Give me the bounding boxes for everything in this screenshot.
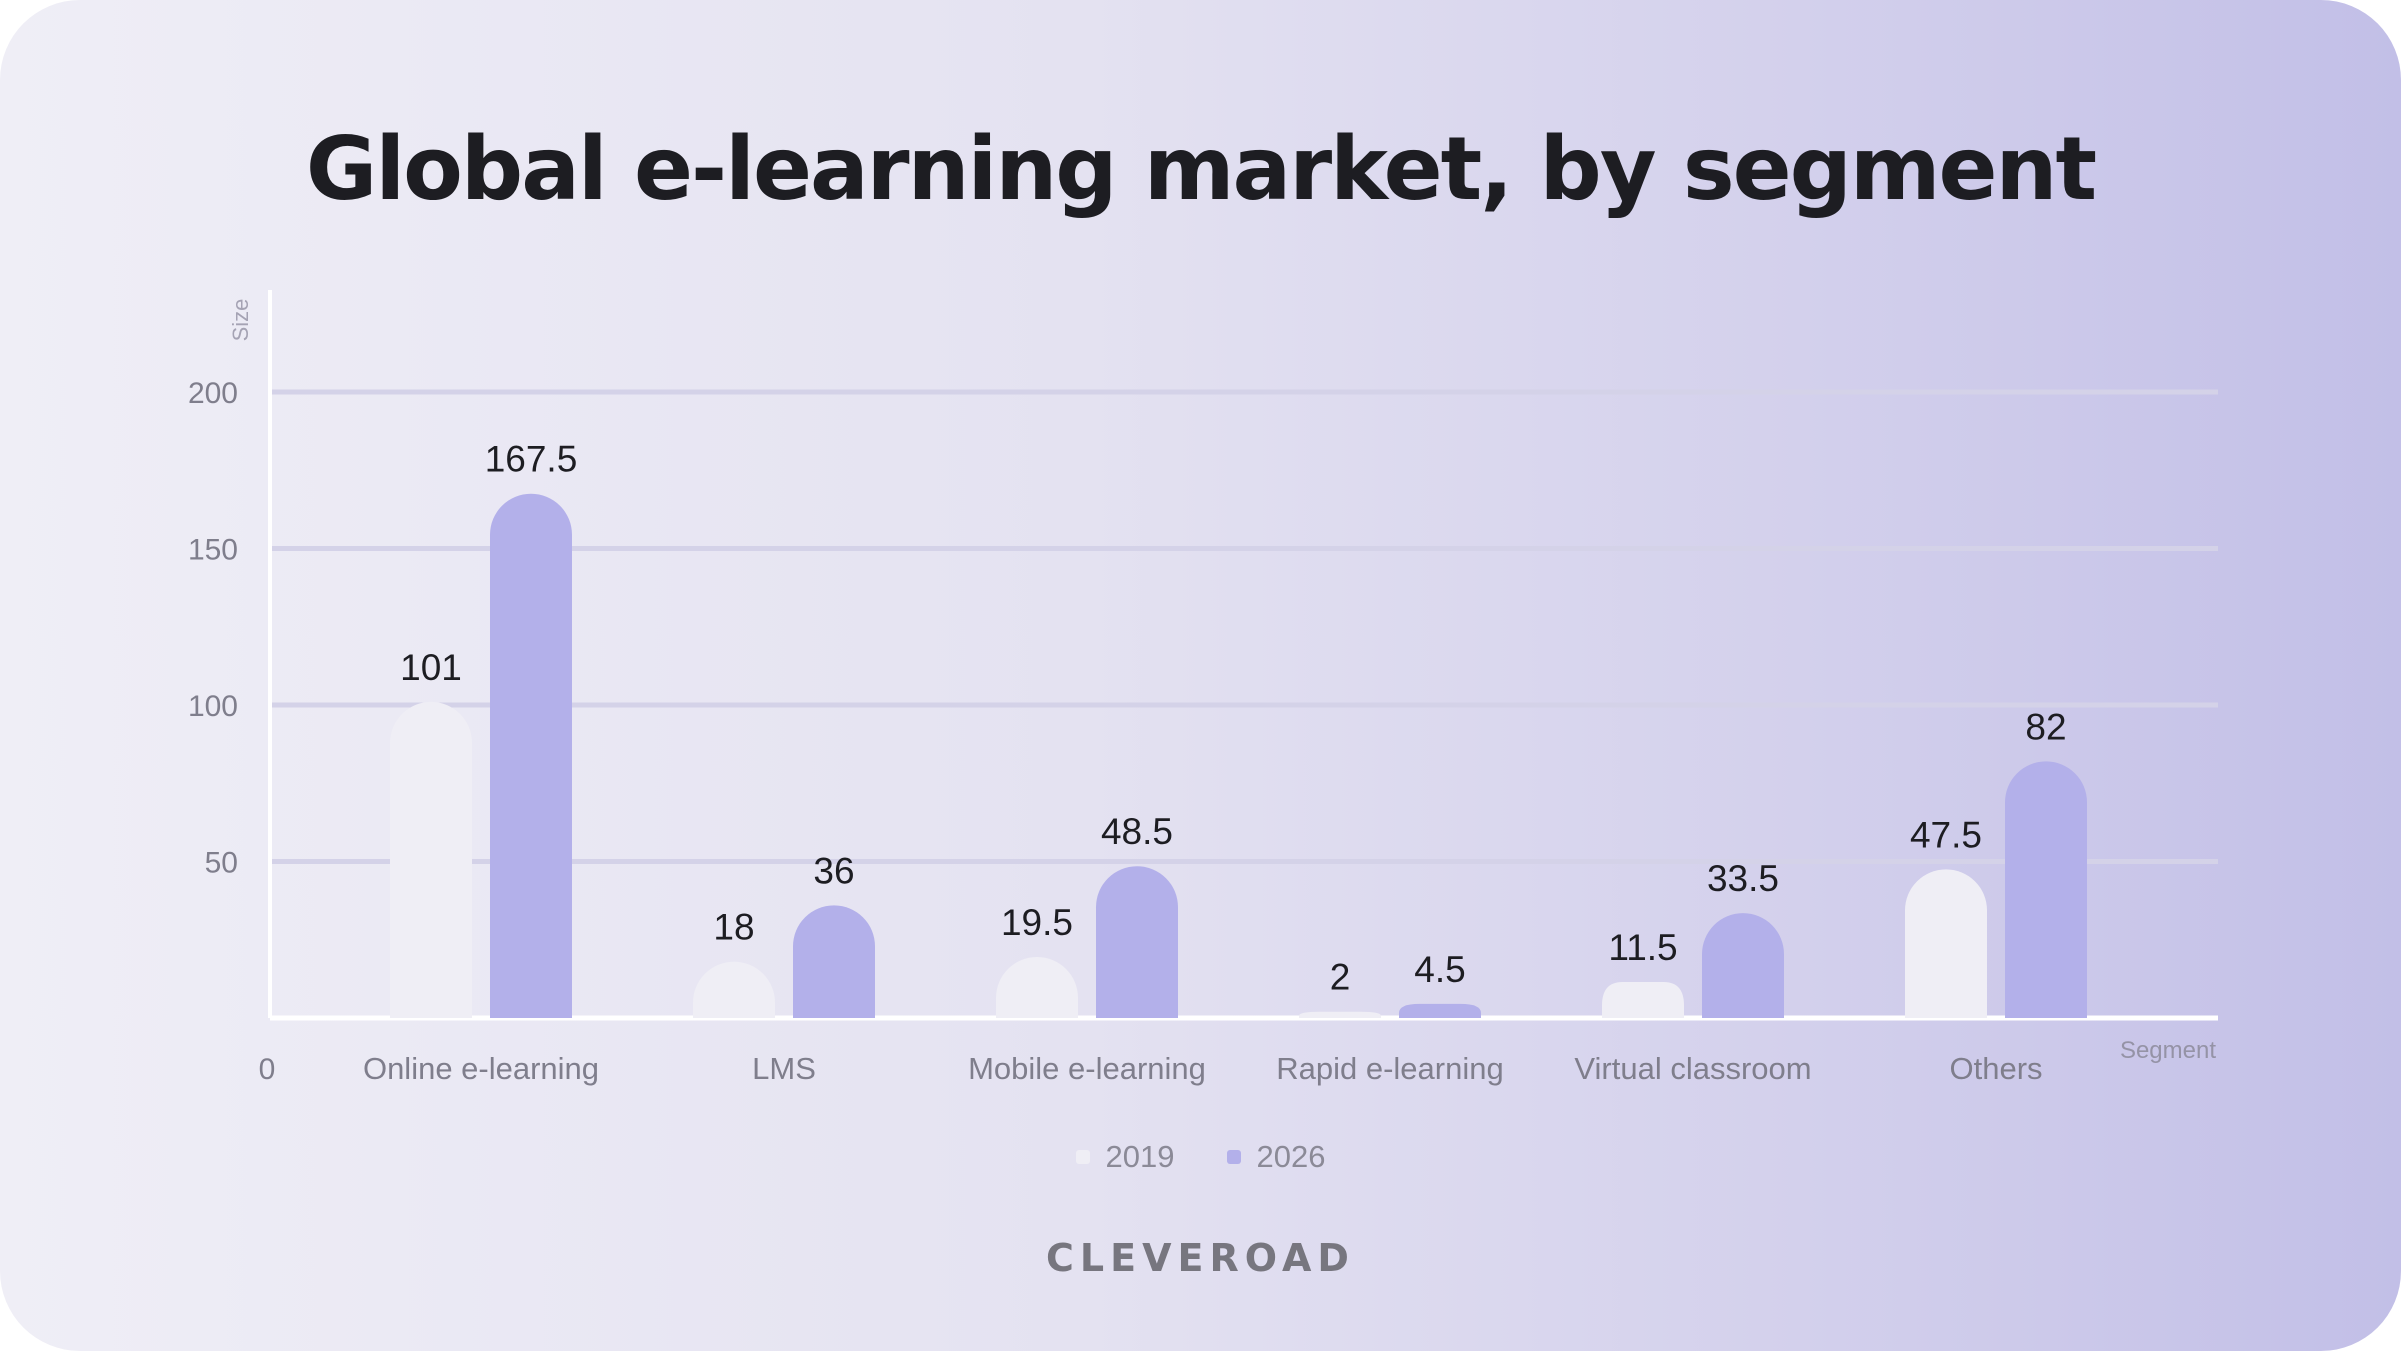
bar-2026-1[interactable] bbox=[793, 905, 875, 1018]
y-axis-title: Size bbox=[228, 299, 253, 342]
data-label-2026-3: 4.5 bbox=[1414, 949, 1465, 990]
data-label-2019-1: 18 bbox=[713, 907, 754, 948]
legend-label-2026: 2026 bbox=[1256, 1139, 1326, 1174]
bar-2019-0[interactable] bbox=[390, 701, 472, 1018]
bar-2019-5[interactable] bbox=[1905, 869, 1987, 1018]
legend-label-2019: 2019 bbox=[1105, 1139, 1175, 1174]
bar-2026-3[interactable] bbox=[1399, 1003, 1481, 1018]
bar-2026-0[interactable] bbox=[490, 493, 572, 1018]
legend-swatch-2026 bbox=[1226, 1150, 1241, 1164]
data-label-2026-4: 33.5 bbox=[1707, 858, 1779, 899]
x-category-label: Virtual classroom bbox=[1574, 1051, 1811, 1086]
y-tick-label: 0 bbox=[259, 1053, 276, 1086]
y-tick-label: 50 bbox=[205, 847, 238, 880]
data-label-2026-2: 48.5 bbox=[1101, 811, 1173, 852]
data-label-2026-5: 82 bbox=[2025, 706, 2066, 747]
bar-2019-4[interactable] bbox=[1602, 982, 1684, 1018]
legend-item-2026[interactable]: 2026 bbox=[1226, 1139, 1326, 1175]
y-tick-label: 150 bbox=[188, 534, 238, 567]
bar-2019-3[interactable] bbox=[1299, 1011, 1381, 1018]
data-label-2026-0: 167.5 bbox=[485, 439, 578, 480]
chart-title: Global e-learning market, by segment bbox=[305, 118, 2097, 220]
x-axis-title: Segment bbox=[2120, 1037, 2216, 1064]
data-label-2019-4: 11.5 bbox=[1608, 927, 1677, 968]
legend-item-2019[interactable]: 2019 bbox=[1075, 1139, 1175, 1175]
bar-2026-4[interactable] bbox=[1702, 913, 1784, 1018]
x-category-label: LMS bbox=[752, 1051, 816, 1086]
x-category-label: Rapid e-learning bbox=[1276, 1051, 1503, 1086]
y-tick-label: 200 bbox=[188, 377, 238, 410]
x-category-label: Online e-learning bbox=[363, 1051, 599, 1086]
labels: 101 18 19.5 2 11.5 47.5 167.5 36 48.5 4.5 33.5 82 bbox=[400, 439, 2066, 998]
y-tick-label: 100 bbox=[188, 690, 238, 723]
data-label-2026-1: 36 bbox=[813, 850, 854, 891]
brand-logo: CLEVEROAD bbox=[1046, 1236, 1355, 1280]
data-label-2019-0: 101 bbox=[400, 647, 462, 688]
gridlines bbox=[270, 389, 2218, 864]
bar-2026-2[interactable] bbox=[1096, 866, 1178, 1018]
legend-swatch-2019 bbox=[1075, 1150, 1090, 1164]
bars bbox=[390, 493, 2087, 1018]
chart-legend: 2019 2026 bbox=[0, 1139, 2401, 1175]
bar-2019-1[interactable] bbox=[693, 961, 775, 1018]
data-label-2019-5: 47.5 bbox=[1910, 814, 1982, 855]
x-category-label: Mobile e-learning bbox=[968, 1051, 1206, 1086]
x-category-label: Others bbox=[1949, 1051, 2042, 1086]
data-label-2019-3: 2 bbox=[1330, 957, 1351, 998]
axes: 0 50 100 150 200 Size Segment Online e-learning… bbox=[188, 290, 2218, 1086]
bar-2019-2[interactable] bbox=[996, 956, 1078, 1018]
bar-2026-5[interactable] bbox=[2005, 761, 2087, 1018]
data-label-2019-2: 19.5 bbox=[1001, 902, 1073, 943]
